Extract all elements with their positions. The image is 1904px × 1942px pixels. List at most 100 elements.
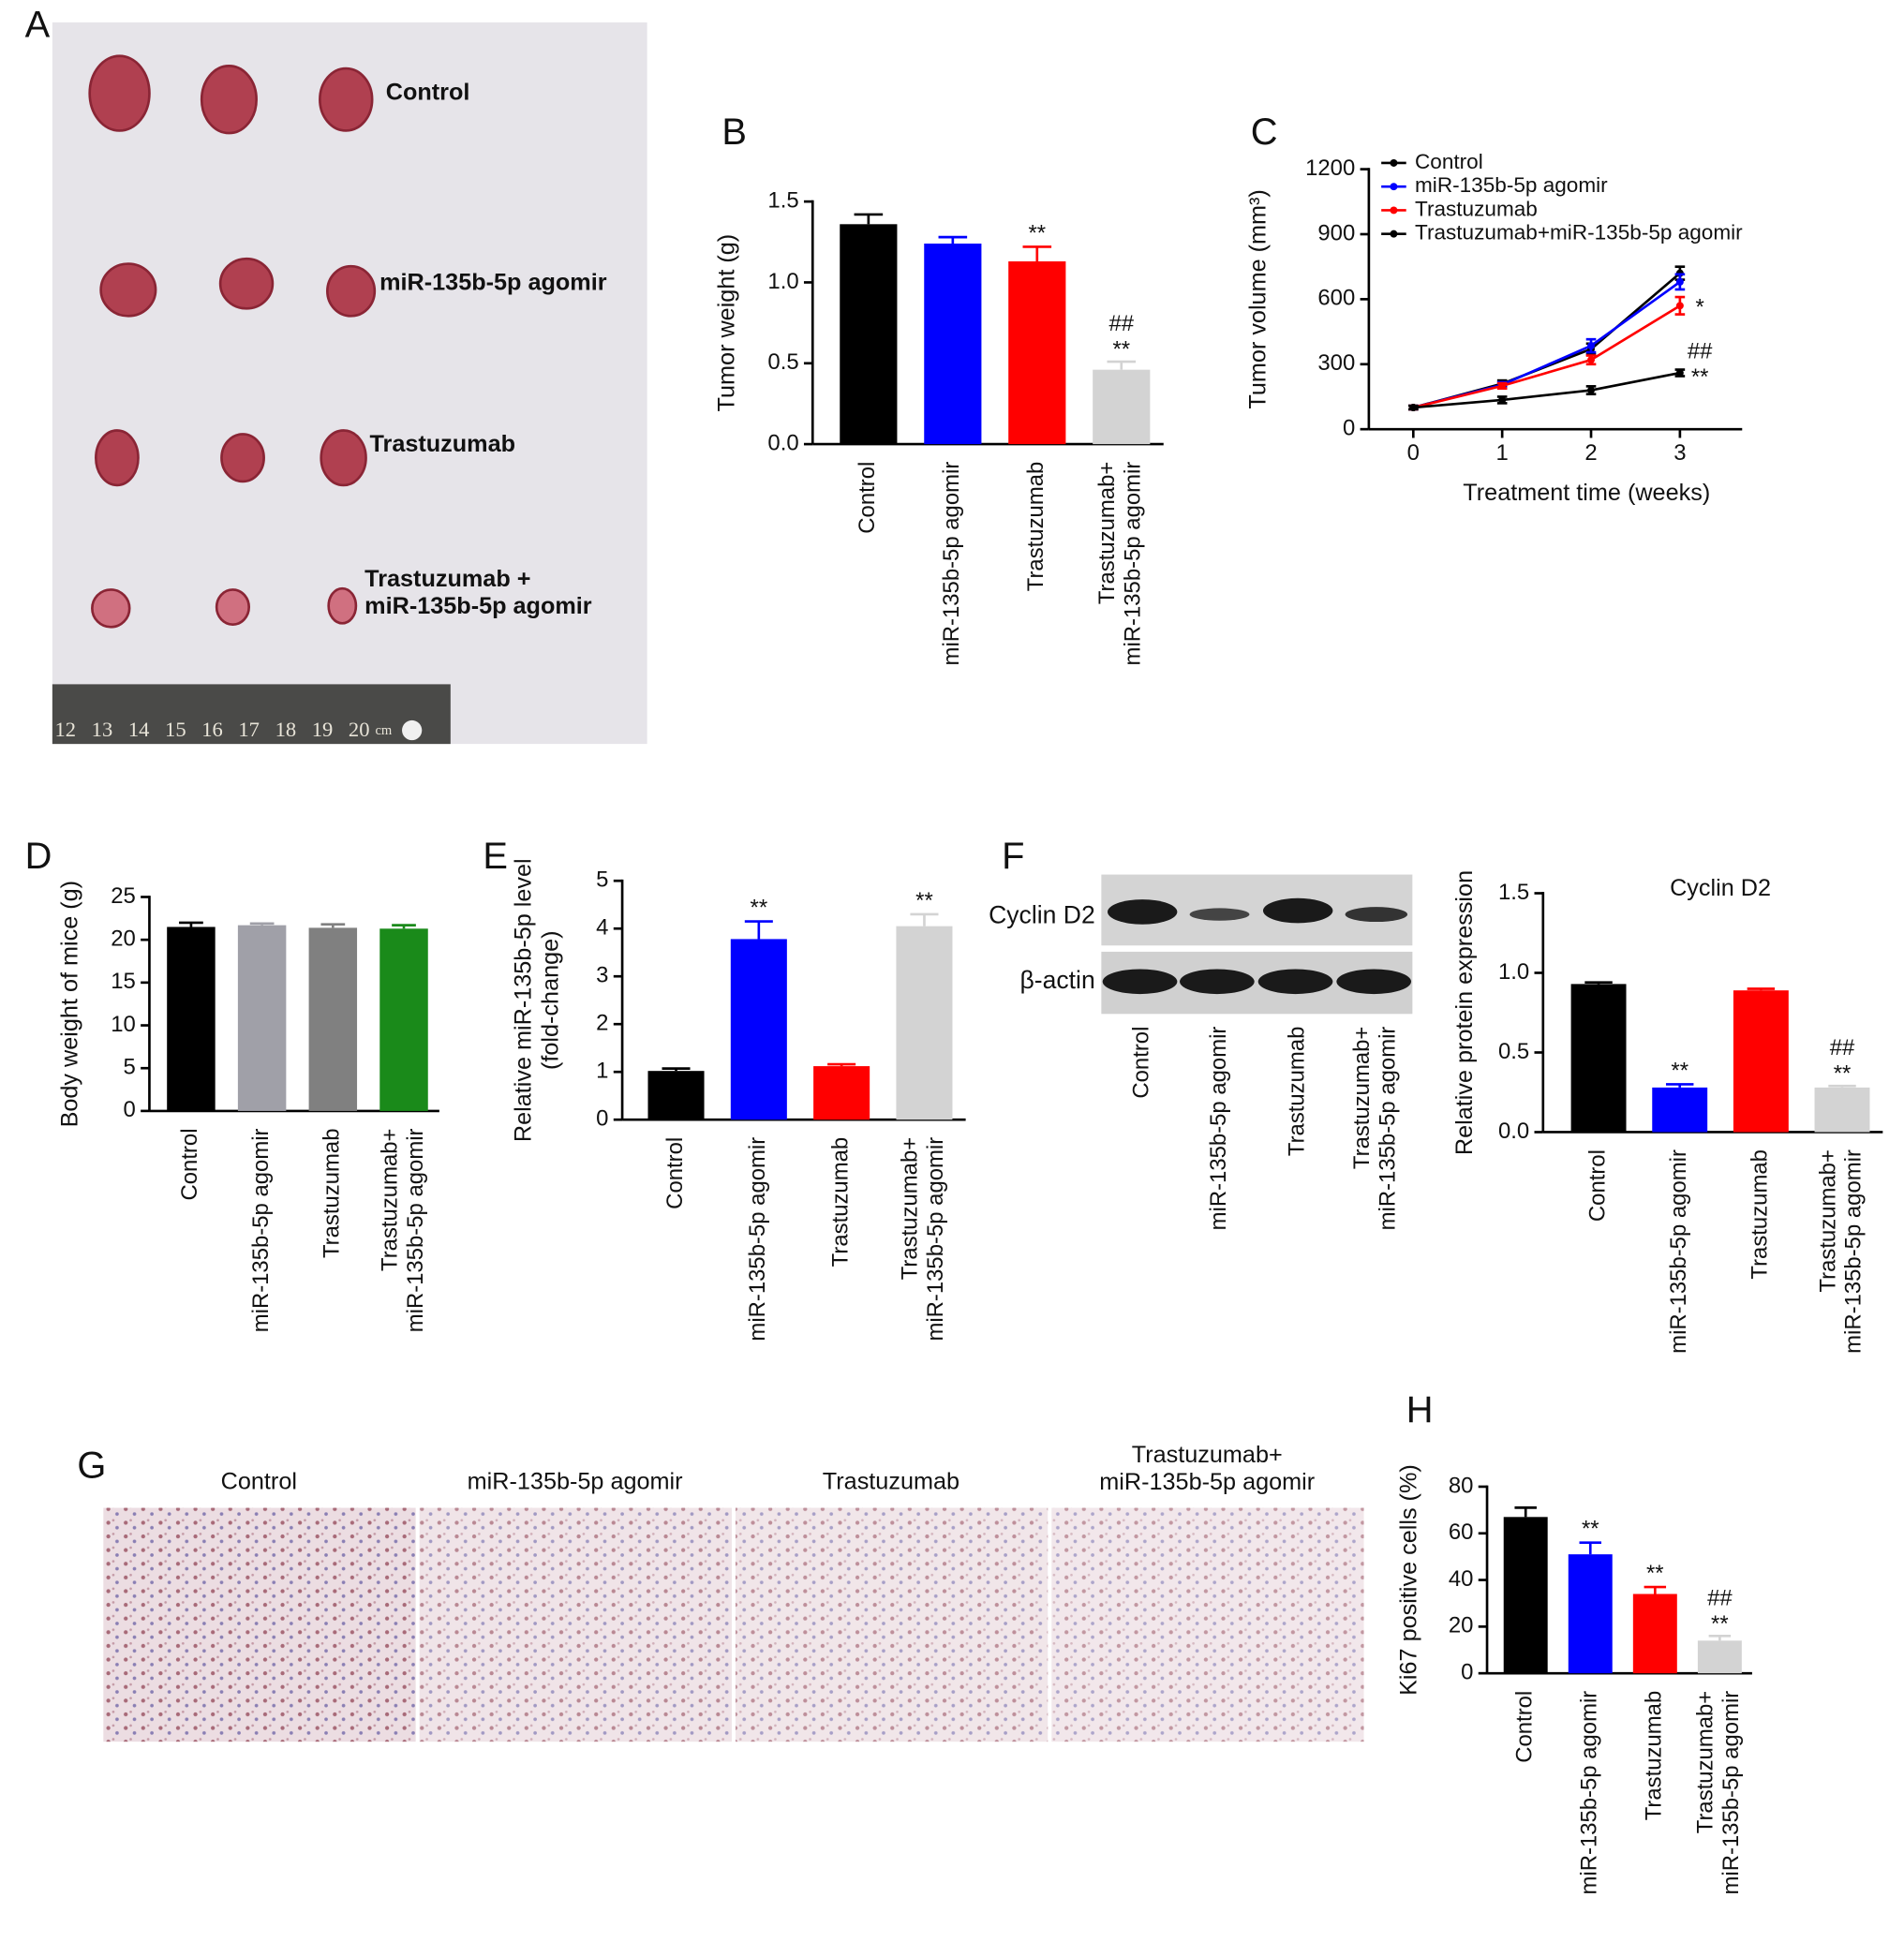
legend-label: miR-135b-5p agomir (1415, 173, 1608, 197)
panel-letter: H (1406, 1389, 1434, 1431)
y-tick-label: 0.5 (1498, 1039, 1529, 1064)
x-tick-label: miR-135b-5p agomir (745, 1137, 770, 1342)
bar (1503, 1517, 1548, 1674)
photo-label: Control (221, 1469, 297, 1495)
y-tick-label: 1.0 (767, 269, 798, 294)
legend-marker (1390, 158, 1398, 167)
x-tick-label: Control (855, 462, 880, 534)
bar (308, 927, 358, 1111)
y-tick-label: 0 (1343, 415, 1355, 440)
point (1587, 342, 1596, 350)
photo-label: Control (386, 79, 470, 105)
photo-label: Trastuzumab+ miR-135b-5p agomir (1099, 1442, 1315, 1495)
photo-label: miR-135b-5p agomir (379, 269, 607, 295)
y-tick-label: 80 (1449, 1473, 1474, 1498)
point (1675, 302, 1684, 310)
ruler-label: 12 (55, 718, 77, 741)
point (1498, 395, 1507, 404)
y-tick-label: 15 (111, 969, 136, 994)
y-tick-label: 20 (1449, 1613, 1474, 1638)
y-tick-label: 0 (124, 1097, 136, 1122)
y-tick-label: 900 (1317, 220, 1355, 245)
bar (730, 939, 787, 1120)
blot-lane-label: miR-135b-5p agomir (1206, 1027, 1231, 1231)
y-tick-label: 2 (596, 1011, 608, 1036)
photo-label: Trastuzumab (823, 1469, 959, 1495)
x-tick-label: miR-135b-5p agomir (1577, 1691, 1602, 1895)
ruler-label: 20 (349, 718, 370, 741)
y-tick-label: 1.5 (1498, 880, 1529, 905)
annotation: ** (1028, 221, 1046, 246)
bar (1093, 369, 1151, 445)
x-tick-label: Control (662, 1137, 688, 1209)
point (1498, 381, 1507, 390)
blot-bands (1102, 897, 1412, 995)
panel-letter: F (1002, 836, 1024, 877)
bar (1652, 1087, 1708, 1133)
y-tick-label: 0.0 (767, 430, 798, 455)
annotation: * (1695, 294, 1703, 319)
point (1409, 404, 1418, 412)
y-tick-label: 1.0 (1498, 959, 1529, 985)
ruler-label: cm (375, 723, 392, 738)
series-line (1412, 280, 1681, 409)
y-tick-label: 3 (596, 963, 608, 988)
y-tick-label: 40 (1449, 1566, 1474, 1592)
x-tick-label: miR-135b-5p agomir (248, 1128, 274, 1332)
x-tick-label: 1 (1496, 440, 1509, 466)
series-line (1412, 272, 1681, 409)
bar (840, 224, 898, 445)
annotation: ## ** (1830, 1036, 1855, 1087)
annotation: ** (1582, 1517, 1599, 1542)
bar (1570, 984, 1627, 1133)
y-tick-label: 1200 (1305, 156, 1355, 181)
blot-lane-label: Control (1128, 1027, 1153, 1099)
bar (924, 244, 982, 445)
y-tick-label: 5 (124, 1055, 136, 1080)
bar (813, 1066, 870, 1120)
y-tick-label: 25 (111, 883, 136, 909)
x-tick-label: 3 (1673, 440, 1686, 466)
bar (896, 926, 953, 1120)
annotation: ** (1646, 1561, 1664, 1586)
bar (1814, 1087, 1870, 1133)
y-tick-label: 300 (1317, 350, 1355, 376)
annotation: ** (751, 896, 768, 921)
annotation: ## ** (1707, 1586, 1733, 1637)
annotation: ## ** (1688, 339, 1713, 390)
bar (1733, 990, 1789, 1133)
blot-row-label: Cyclin D2 (989, 901, 1095, 929)
panel-letter: B (721, 111, 747, 153)
x-tick-label: Control (1512, 1691, 1538, 1763)
panel-letter: D (25, 836, 52, 877)
ruler-label: 15 (165, 718, 186, 741)
x-tick-label: Trastuzumab+miR-135b-5p agomir (1693, 1691, 1744, 1895)
x-tick-label: Trastuzumab (1748, 1149, 1773, 1280)
legend-marker (1390, 230, 1398, 238)
y-axis-label: Tumor volume (mm³) (1245, 189, 1272, 408)
x-tick-label: Trastuzumab (1023, 462, 1049, 592)
annotation: ## ** (1108, 311, 1134, 362)
bar (647, 1071, 705, 1120)
y-tick-label: 20 (111, 926, 136, 951)
panel-letter: A (25, 5, 51, 46)
y-tick-label: 5 (596, 867, 608, 893)
bar (379, 928, 428, 1111)
x-axis-label: Treatment time (weeks) (1463, 480, 1710, 506)
x-tick-label: Trastuzumab+miR-135b-5p agomir (1816, 1149, 1867, 1354)
bar (1008, 261, 1066, 445)
ruler (52, 684, 451, 745)
y-tick-label: 0 (596, 1106, 608, 1132)
point (1587, 356, 1596, 364)
x-tick-label: Control (177, 1128, 202, 1200)
x-tick-label: Trastuzumab+miR-135b-5p agomir (378, 1128, 428, 1332)
legend-label: Control (1415, 150, 1483, 173)
x-tick-label: 2 (1584, 440, 1597, 466)
y-axis-label: Relative protein expression (1451, 870, 1478, 1155)
photo-label: miR-135b-5p agomir (468, 1469, 683, 1495)
x-tick-label: Trastuzumab+miR-135b-5p agomir (898, 1137, 948, 1342)
x-tick-label: Control (1584, 1149, 1610, 1222)
point (1675, 369, 1684, 378)
bar (1697, 1640, 1742, 1674)
